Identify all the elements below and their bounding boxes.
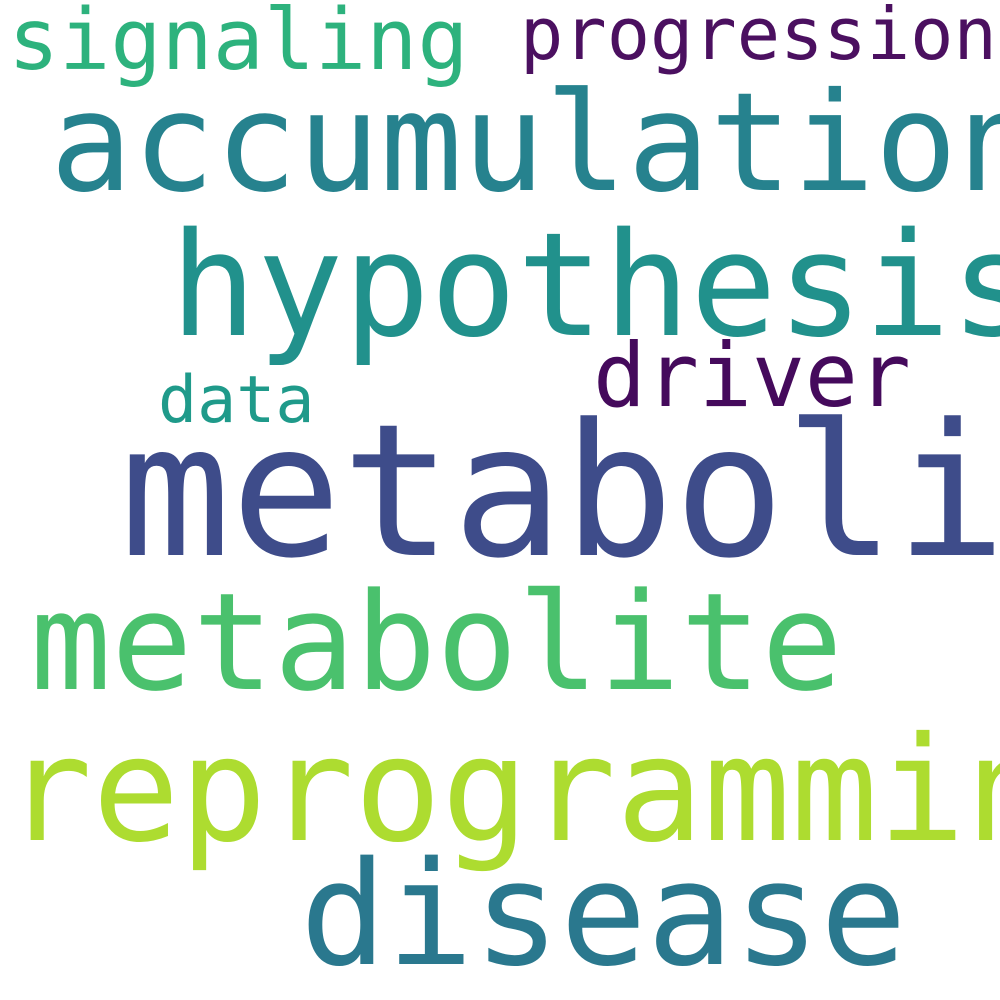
word-data: data [158,363,315,438]
word-signaling: signaling [8,0,469,90]
word-reprogramming: reprogramming [5,706,1000,875]
word-driver: driver [593,324,911,427]
word-metabolic: metabolic [120,385,1000,599]
word-disease: disease [300,830,907,998]
word-hypothesis: hypothesis [170,201,1000,369]
word-progression: progression [520,0,997,76]
word-accumulation: accumulation [50,64,1000,223]
word-metabolite: metabolite [30,564,843,721]
